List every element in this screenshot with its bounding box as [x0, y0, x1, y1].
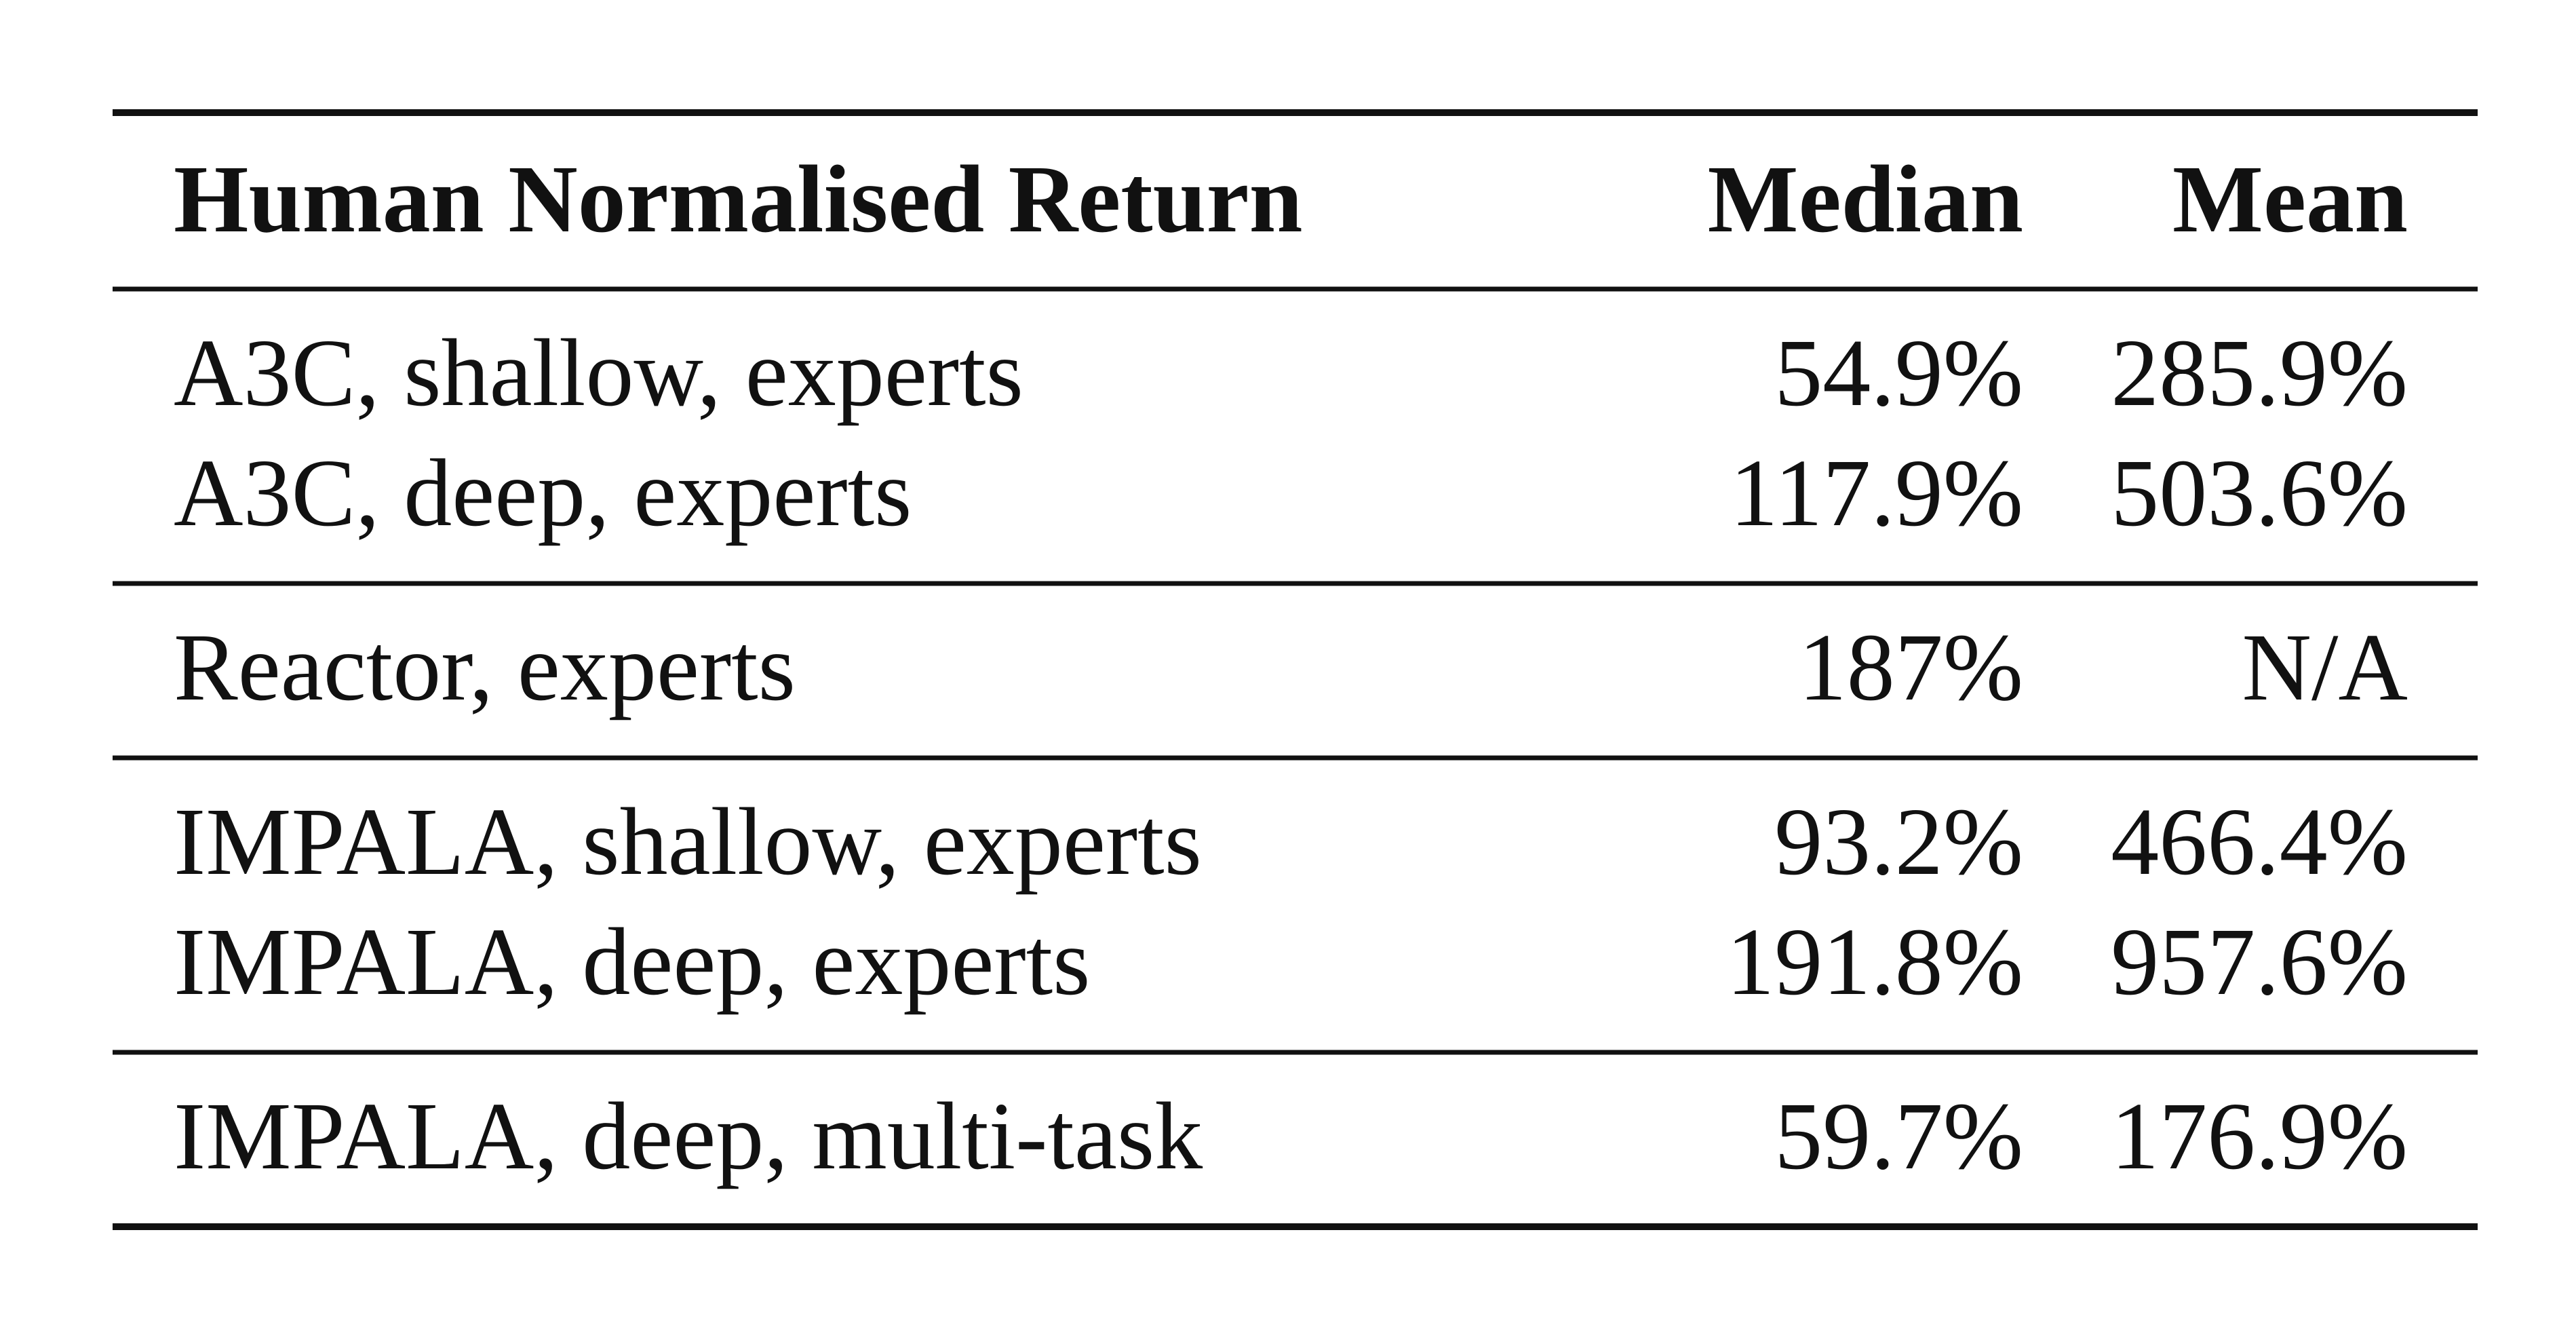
cell-value: 466.4% — [2111, 788, 2408, 895]
cell-value: 117.9% — [1730, 439, 2023, 546]
table-rule — [113, 286, 2478, 292]
row-label: A3C, shallow, experts — [174, 319, 1023, 426]
column-header: Human Normalised Return — [174, 145, 1303, 252]
cell-value: 957.6% — [2111, 908, 2408, 1015]
cell-value: 285.9% — [2111, 319, 2408, 426]
table-rule — [113, 755, 2478, 761]
row-label: IMPALA, deep, multi-task — [174, 1082, 1203, 1189]
row-label: IMPALA, deep, experts — [174, 908, 1090, 1015]
row-label: IMPALA, shallow, experts — [174, 788, 1202, 895]
cell-value: 176.9% — [2111, 1082, 2408, 1189]
row-label: Reactor, experts — [174, 613, 796, 721]
cell-value: N/A — [2242, 613, 2408, 721]
row-label: A3C, deep, experts — [174, 439, 912, 546]
cell-value: 503.6% — [2111, 439, 2408, 546]
cell-value: 191.8% — [1726, 908, 2023, 1015]
table-rule — [113, 1223, 2478, 1230]
cell-value: 54.9% — [1774, 319, 2023, 426]
cell-value: 59.7% — [1774, 1082, 2023, 1189]
column-header: Median — [1708, 145, 2023, 252]
cell-value: 187% — [1799, 613, 2023, 721]
table-rule — [113, 109, 2478, 116]
table-rule — [113, 1050, 2478, 1055]
column-header: Mean — [2172, 145, 2408, 252]
cell-value: 93.2% — [1774, 788, 2023, 895]
table-rule — [113, 581, 2478, 586]
